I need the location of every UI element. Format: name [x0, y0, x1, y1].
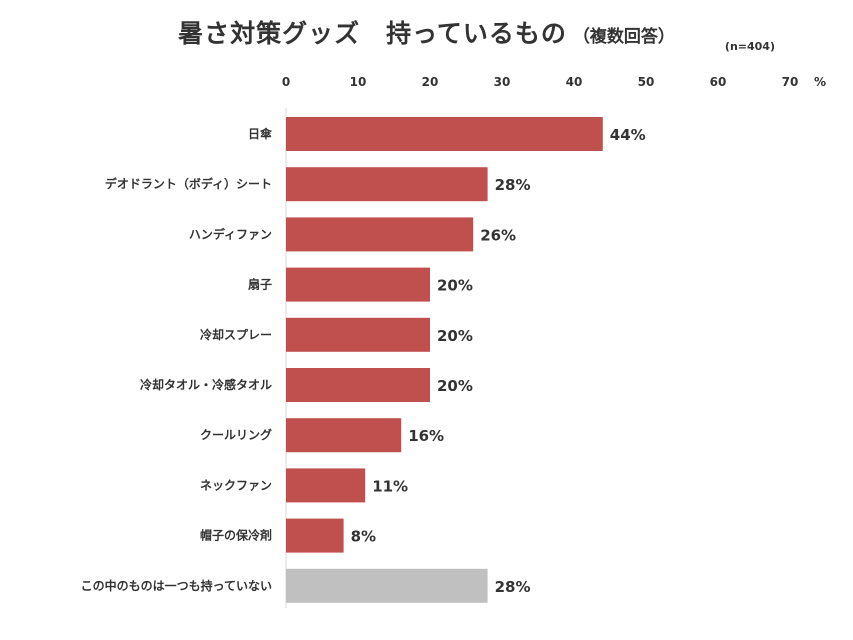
- data-label: 28%: [495, 578, 531, 596]
- x-tick-label: 50: [638, 75, 655, 89]
- category-label: この中のものは一つも持っていない: [81, 578, 272, 593]
- bar: [286, 518, 344, 553]
- x-tick-label: 30: [494, 75, 511, 89]
- bar: [286, 167, 488, 202]
- data-label: 20%: [437, 377, 473, 395]
- bar: [286, 468, 366, 503]
- data-label: 8%: [351, 528, 376, 546]
- x-tick-label: 60: [710, 75, 727, 89]
- category-label: 冷却タオル・冷感タオル: [140, 377, 272, 392]
- bar: [286, 117, 603, 151]
- category-label: 日傘: [248, 126, 273, 141]
- chart-title-main: 暑さ対策グッズ 持っているもの: [178, 19, 567, 48]
- bar: [286, 418, 402, 453]
- chart-title-sub: （複数回答）: [572, 27, 675, 47]
- chart-title: 暑さ対策グッズ 持っているもの （複数回答）: [0, 14, 853, 50]
- x-tick-label: 70: [782, 75, 799, 89]
- bar: [286, 267, 430, 302]
- bar: [286, 217, 474, 252]
- data-label: 28%: [495, 176, 531, 194]
- x-axis-unit: %: [814, 75, 826, 89]
- bar: [286, 568, 488, 603]
- category-label: ハンディファン: [189, 226, 272, 241]
- category-label: 扇子: [248, 277, 272, 292]
- x-tick-label: 0: [282, 75, 290, 89]
- bar: [286, 317, 430, 352]
- sample-size-note: (n=404): [724, 40, 775, 53]
- x-tick-label: 40: [566, 75, 583, 89]
- data-label: 11%: [372, 477, 408, 495]
- bar: [286, 368, 430, 402]
- category-label: ネックファン: [200, 478, 272, 492]
- category-label: クールリング: [200, 427, 272, 442]
- category-label: 冷却スプレー: [200, 327, 272, 342]
- data-label: 20%: [437, 327, 473, 345]
- data-label: 26%: [480, 226, 516, 244]
- data-label: 44%: [610, 126, 646, 144]
- category-label: 帽子の保冷剤: [200, 528, 272, 543]
- data-label: 16%: [408, 427, 444, 445]
- x-tick-label: 20: [422, 75, 439, 89]
- x-tick-label: 10: [350, 75, 367, 89]
- category-label: デオドラント（ボディ）シート: [105, 176, 272, 191]
- data-label: 20%: [437, 277, 473, 295]
